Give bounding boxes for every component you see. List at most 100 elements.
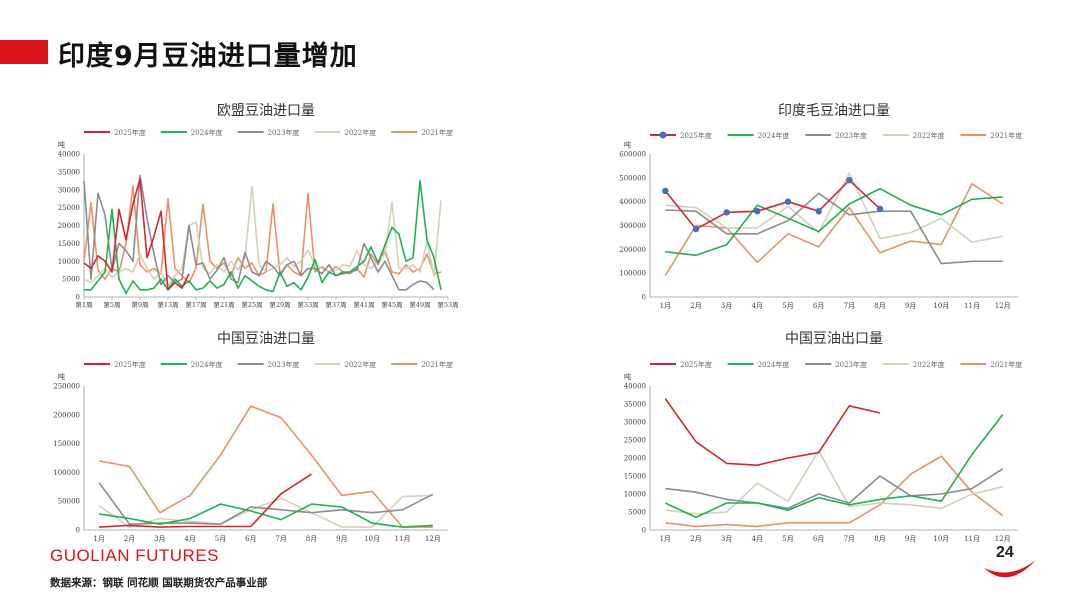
- x-tick-label: 10月: [933, 535, 949, 543]
- x-tick-label: 第29周: [269, 300, 290, 309]
- x-tick-label: 5月: [782, 302, 793, 310]
- legend-label: 2021年度: [421, 360, 453, 369]
- x-tick-label: 6月: [813, 302, 824, 310]
- y-tick-label: 0: [642, 294, 646, 302]
- x-tick-label: 1月: [660, 302, 671, 310]
- y-tick-label: 10000: [624, 491, 646, 499]
- china-soyoil-import-chart: 中国豆油进口量 2025年度 2024年度 2023年度 2022年度 2021年度吨 0 5…: [40, 326, 460, 546]
- y-tick-label: 0: [76, 527, 80, 535]
- y-tick-label: 600000: [619, 151, 646, 159]
- chart-title: 中国豆油出口量: [785, 331, 883, 347]
- y-tick-label: 40000: [58, 151, 80, 159]
- brand-logo-text: GUOLIAN FUTURES: [50, 546, 220, 565]
- page-title: 印度9月豆油进口量增加: [58, 41, 358, 72]
- x-tick-label: 3月: [154, 535, 165, 543]
- page-number: 24: [996, 544, 1014, 561]
- y-axis-unit: 吨: [58, 140, 65, 149]
- y-axis-unit: 吨: [624, 372, 631, 381]
- x-tick-label: 4月: [752, 535, 763, 543]
- series-line-2024年度: [99, 503, 433, 528]
- x-tick-label: 2月: [124, 535, 135, 543]
- series-line-2023年度: [665, 192, 1003, 265]
- x-tick-label: 第1周: [75, 300, 92, 309]
- series-line-2025年度: [99, 473, 312, 528]
- series-line-2021年度: [665, 455, 1004, 528]
- y-tick-label: 400000: [619, 198, 646, 206]
- data-point-marker: [876, 205, 884, 213]
- x-tick-label: 3月: [721, 535, 732, 543]
- legend-label: 2022年度: [913, 131, 945, 140]
- x-tick-label: 2月: [690, 302, 701, 310]
- legend-label: 2025年度: [680, 131, 712, 140]
- series-line-2021年度: [99, 405, 433, 528]
- legend-label: 2025年度: [114, 128, 146, 137]
- data-point-marker: [815, 208, 822, 215]
- legend-label: 2022年度: [344, 128, 376, 137]
- legend-label: 2023年度: [268, 128, 300, 137]
- y-tick-label: 25000: [58, 204, 80, 212]
- legend-label: 2024年度: [191, 360, 223, 369]
- series-line-2022年度: [665, 172, 1003, 243]
- legend-label: 2023年度: [268, 360, 300, 369]
- china-soyoil-export-chart: 中国豆油出口量 2025年度 2024年度 2023年度 2022年度 2021年度吨 0 5…: [600, 326, 1030, 546]
- y-tick-label: 50000: [58, 498, 80, 506]
- y-tick-label: 5000: [62, 276, 80, 284]
- y-axis-unit: 吨: [58, 372, 65, 381]
- x-tick-label: 6月: [245, 535, 256, 543]
- x-tick-label: 11月: [964, 302, 980, 310]
- data-point-marker: [846, 177, 853, 184]
- y-tick-label: 250000: [53, 383, 80, 391]
- legend-label: 2025年度: [680, 360, 712, 369]
- y-axis-unit: 吨: [624, 140, 631, 149]
- x-tick-label: 12月: [995, 302, 1011, 310]
- series-line-2024年度: [664, 414, 1004, 519]
- y-tick-label: 35000: [624, 401, 646, 409]
- eu-soyoil-import-chart: 欧盟豆油进口量 2025年度 2024年度 2023年度 2022年度 2021年度吨 0 5…: [40, 98, 460, 318]
- y-tick-label: 20000: [624, 455, 646, 463]
- x-tick-label: 第33周: [297, 300, 318, 309]
- x-tick-label: 9月: [905, 302, 916, 310]
- x-tick-label: 第37周: [325, 300, 346, 309]
- x-tick-label: 第45周: [381, 300, 402, 309]
- series-line-2025年度: [83, 178, 190, 291]
- data-point-marker: [662, 187, 669, 195]
- x-tick-label: 第13周: [157, 300, 178, 309]
- x-tick-label: 7月: [275, 535, 286, 543]
- y-tick-label: 0: [642, 527, 646, 535]
- y-tick-label: 30000: [624, 419, 646, 427]
- series-line-2025年度: [664, 398, 881, 466]
- data-source-note: 数据来源：钢联 同花顺 国联期货农产品事业部: [50, 577, 268, 589]
- y-tick-label: 25000: [624, 437, 646, 445]
- x-tick-label: 12月: [995, 535, 1011, 543]
- y-tick-label: 0: [76, 294, 80, 302]
- y-tick-label: 15000: [58, 240, 80, 248]
- y-tick-label: 30000: [58, 186, 80, 194]
- y-tick-label: 10000: [58, 258, 80, 266]
- legend-label: 2021年度: [421, 128, 453, 137]
- y-tick-label: 35000: [58, 168, 80, 176]
- y-tick-label: 40000: [624, 383, 646, 391]
- y-tick-label: 200000: [619, 246, 646, 254]
- data-point-marker: [784, 198, 792, 205]
- page-corner-swoosh: [984, 560, 1036, 578]
- series-line-2022年度: [665, 450, 1003, 515]
- x-tick-label: 9月: [336, 535, 347, 543]
- x-tick-label: 11月: [395, 535, 411, 543]
- x-tick-label: 3月: [721, 302, 732, 310]
- legend-label: 2024年度: [191, 128, 223, 137]
- chart-title: 中国豆油进口量: [217, 331, 315, 347]
- x-tick-label: 11月: [964, 535, 980, 543]
- india-crude-soyoil-import-chart: 印度毛豆油进口量 2025年度 2024年度 2023年度 2022年度 2021年度吨 0…: [600, 98, 1030, 318]
- chart-title: 欧盟豆油进口量: [217, 103, 315, 119]
- x-tick-label: 10月: [364, 535, 380, 543]
- x-tick-label: 9月: [905, 535, 916, 543]
- y-tick-label: 5000: [628, 509, 646, 517]
- x-tick-label: 1月: [93, 535, 104, 543]
- y-tick-label: 500000: [619, 174, 646, 182]
- data-point-marker: [754, 208, 761, 215]
- x-tick-label: 第25周: [241, 300, 262, 309]
